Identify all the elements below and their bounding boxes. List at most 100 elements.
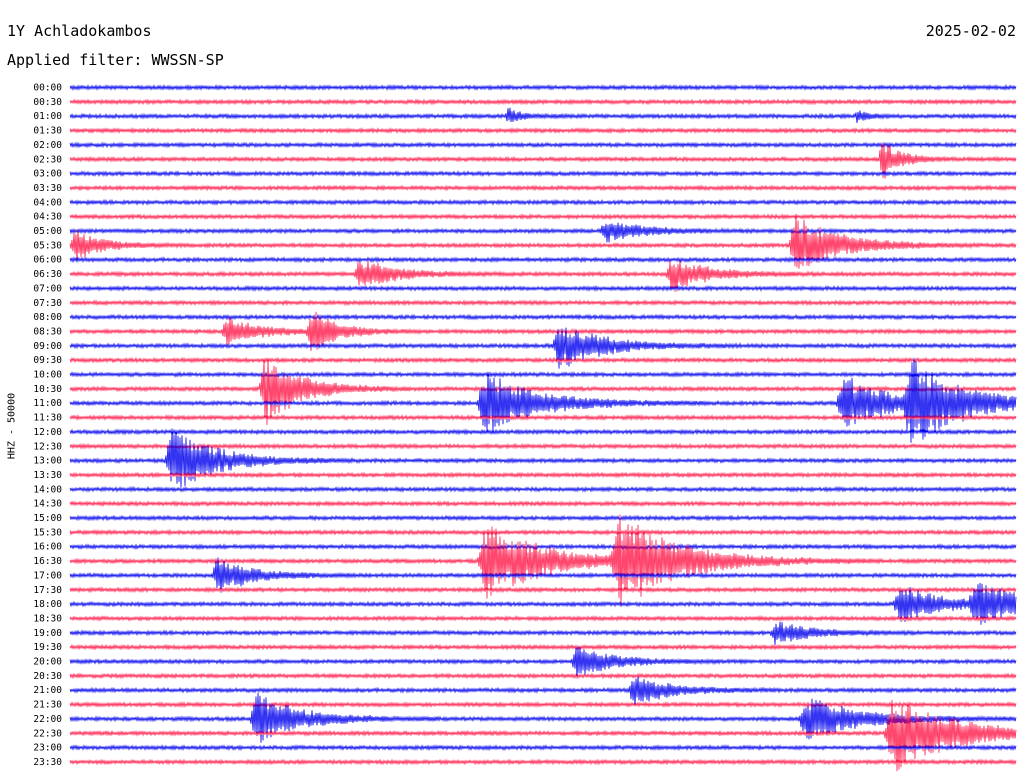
- trace-row-1730: [69, 586, 1017, 594]
- trace-row-1200: [69, 428, 1017, 436]
- trace-row-0200: [69, 141, 1017, 149]
- trace-row-2130: [69, 701, 1017, 709]
- filter-label: Applied filter: WWSSN-SP: [7, 51, 224, 69]
- row-time-label: 19:00: [33, 628, 62, 639]
- trace-row-0400: [69, 198, 1017, 206]
- row-time-label: 21:00: [33, 685, 62, 696]
- row-time-label: 13:00: [33, 456, 62, 467]
- row-time-label: 03:00: [33, 169, 62, 180]
- row-time-label: 07:30: [33, 298, 62, 309]
- trace-row-1700: [69, 557, 1017, 593]
- trace-row-1300: [69, 428, 1017, 488]
- trace-row-1600: [69, 543, 1017, 551]
- row-time-label: 08:30: [33, 326, 62, 337]
- trace-row-0500: [69, 222, 1017, 243]
- trace-row-2200: [69, 692, 1017, 743]
- row-time-label: 10:00: [33, 370, 62, 381]
- row-time-label: 00:00: [33, 83, 62, 94]
- row-time-label: 17:30: [33, 585, 62, 596]
- trace-row-1800: [69, 582, 1017, 625]
- trace-row-0930: [69, 356, 1017, 364]
- trace-row-1500: [69, 514, 1017, 522]
- trace-row-2330: [69, 758, 1017, 766]
- trace-row-1400: [69, 485, 1017, 493]
- trace-row-0630: [69, 259, 1017, 292]
- row-time-label: 16:00: [33, 542, 62, 553]
- trace-row-2230: [69, 700, 1017, 772]
- row-time-label: 22:00: [33, 714, 62, 725]
- trace-row-2300: [69, 744, 1017, 752]
- row-time-label: 02:00: [33, 140, 62, 151]
- trace-row-0900: [69, 327, 1017, 369]
- row-time-label: 07:00: [33, 283, 62, 294]
- trace-row-0530: [69, 213, 1017, 269]
- trace-row-2000: [69, 646, 1017, 679]
- row-time-label: 20:30: [33, 671, 62, 682]
- row-time-label: 06:30: [33, 269, 62, 280]
- station-title: 1Y Achladokambos: [7, 22, 152, 40]
- row-time-label: 11:30: [33, 413, 62, 424]
- trace-row-0100: [69, 107, 1017, 124]
- trace-row-0300: [69, 170, 1017, 178]
- trace-row-1100: [69, 357, 1017, 443]
- row-time-label: 13:30: [33, 470, 62, 481]
- trace-row-1630: [69, 514, 1017, 608]
- trace-row-0800: [69, 313, 1017, 321]
- trace-row-0230: [69, 143, 1017, 179]
- trace-row-0730: [69, 299, 1017, 307]
- row-time-label: 09:30: [33, 355, 62, 366]
- row-time-label: 18:00: [33, 599, 62, 610]
- row-time-label: 04:30: [33, 212, 62, 223]
- trace-row-0130: [69, 127, 1017, 135]
- trace-row-0000: [69, 83, 1017, 92]
- row-time-label: 01:00: [33, 111, 62, 122]
- row-time-label: 02:30: [33, 154, 62, 165]
- row-time-label: 19:30: [33, 642, 62, 653]
- trace-row-1130: [69, 414, 1017, 422]
- seismic-traces: [69, 83, 1017, 772]
- row-time-labels: 00:00 00:30 01:00 01:30 02:00 02:30 03:00 03:30…: [33, 83, 62, 768]
- row-time-label: 23:30: [33, 757, 62, 768]
- row-time-label: 14:00: [33, 484, 62, 495]
- row-time-label: 00:30: [33, 97, 62, 108]
- row-time-label: 16:30: [33, 556, 62, 567]
- row-time-label: 05:00: [33, 226, 62, 237]
- row-time-label: 12:00: [33, 427, 62, 438]
- row-time-label: 22:30: [33, 728, 62, 739]
- row-time-label: 12:30: [33, 441, 62, 452]
- row-time-label: 20:00: [33, 657, 62, 668]
- trace-row-0600: [69, 256, 1017, 264]
- date-label: 2025-02-02: [925, 22, 1016, 40]
- trace-row-1930: [69, 643, 1017, 651]
- row-time-label: 10:30: [33, 384, 62, 395]
- row-time-label: 23:00: [33, 743, 62, 754]
- row-time-label: 17:00: [33, 570, 62, 581]
- row-time-label: 14:30: [33, 499, 62, 510]
- trace-row-0700: [69, 284, 1017, 292]
- trace-row-0830: [69, 311, 1017, 352]
- trace-row-1030: [69, 358, 1017, 426]
- trace-row-2030: [69, 672, 1017, 680]
- row-time-label: 21:30: [33, 700, 62, 711]
- row-time-label: 11:00: [33, 398, 62, 409]
- row-time-label: 15:30: [33, 527, 62, 538]
- trace-row-1430: [69, 500, 1017, 508]
- row-time-label: 18:30: [33, 613, 62, 624]
- row-time-label: 03:30: [33, 183, 62, 194]
- row-time-label: 15:00: [33, 513, 62, 524]
- trace-row-1900: [69, 621, 1017, 645]
- row-time-label: 09:00: [33, 341, 62, 352]
- row-time-label: 08:00: [33, 312, 62, 323]
- trace-row-1530: [69, 528, 1017, 536]
- trace-row-1230: [69, 442, 1017, 450]
- row-time-label: 05:30: [33, 240, 62, 251]
- trace-row-1000: [69, 370, 1017, 379]
- trace-row-1830: [69, 614, 1017, 622]
- row-time-label: 01:30: [33, 126, 62, 137]
- trace-row-0330: [69, 184, 1017, 192]
- trace-row-0030: [69, 98, 1017, 106]
- row-time-label: 04:00: [33, 197, 62, 208]
- row-time-label: 06:00: [33, 255, 62, 266]
- trace-row-0430: [69, 213, 1017, 221]
